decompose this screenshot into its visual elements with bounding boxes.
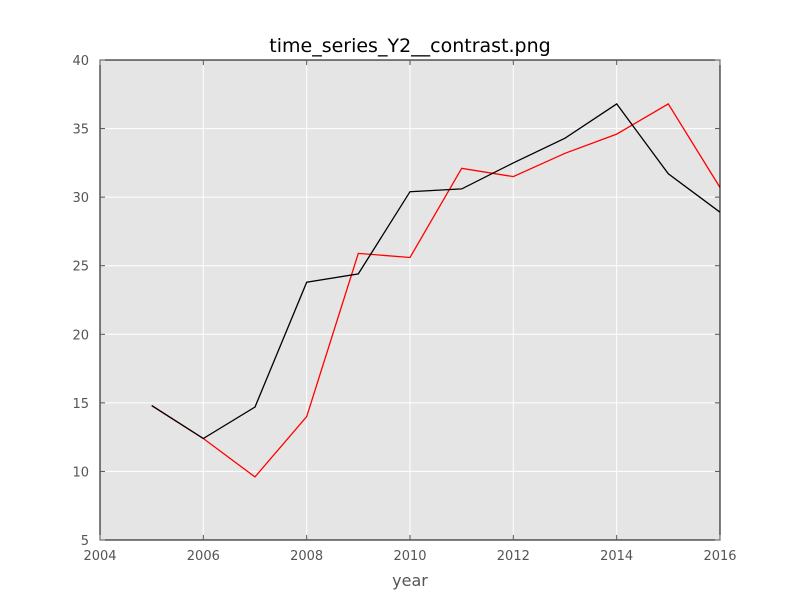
y-tick-label: 5 [81, 534, 89, 549]
y-tick-labels: 5 10 15 20 25 30 35 40 [72, 54, 89, 549]
y-tick-label: 40 [72, 54, 89, 69]
series-group [151, 103, 721, 478]
x-tick-label: 2004 [83, 549, 116, 564]
x-tick-label: 2006 [187, 549, 220, 564]
x-tick-label: 2016 [703, 549, 736, 564]
y-tick-label: 15 [72, 397, 89, 412]
x-tick-label: 2014 [600, 549, 633, 564]
series-line-1 [151, 103, 721, 478]
y-tick-label: 30 [72, 191, 89, 206]
y-tick-label: 25 [72, 260, 89, 275]
x-axis-label: year [392, 571, 428, 590]
x-tick-label: 2010 [393, 549, 426, 564]
series-line-2 [151, 103, 721, 440]
x-tick-label: 2008 [290, 549, 323, 564]
y-tick-label: 20 [72, 328, 89, 343]
x-tick-labels: 2004 2006 2008 2010 2012 2014 2016 [83, 549, 736, 564]
y-tick-label: 10 [72, 465, 89, 480]
y-tick-label: 35 [72, 123, 89, 138]
chart-title: time_series_Y2__contrast.png [269, 35, 550, 57]
x-tick-label: 2012 [497, 549, 530, 564]
axis-ticks [99, 59, 721, 541]
